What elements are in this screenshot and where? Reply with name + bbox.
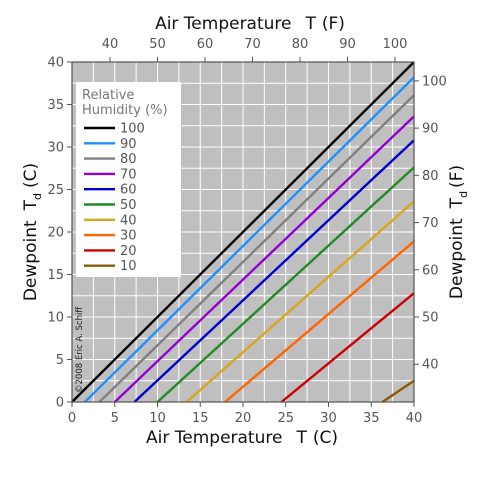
legend-title-line2: Humidity (%): [82, 103, 168, 118]
legend-label-rh-60: 60: [120, 183, 137, 198]
series-line-rh-70: [113, 115, 415, 403]
credit-text: ©2008 Eric A. Schiff: [75, 306, 85, 393]
bottom-tick-label: 20: [235, 411, 252, 426]
left-tick-label: 10: [47, 311, 64, 326]
svg-text:DewpointTd(F): DewpointTd(F): [447, 165, 470, 299]
series-line-rh-10: [381, 379, 415, 403]
legend-label-rh-40: 40: [120, 213, 137, 228]
left-tick-label: 25: [47, 183, 64, 198]
series-line-rh-50: [156, 166, 415, 403]
series-line-rh-100: [71, 61, 415, 403]
legend-label-rh-20: 20: [120, 244, 137, 259]
legend-label-rh-90: 90: [120, 137, 137, 152]
right-tick-label: 60: [422, 263, 439, 278]
top-tick-label: 50: [149, 37, 166, 52]
left-tick-label: 20: [47, 226, 64, 241]
series-line-rh-30: [224, 240, 415, 403]
legend-title-line1: Relative: [82, 88, 134, 103]
left-tick-label: 30: [47, 141, 64, 156]
bottom-axis-title: Air Temperature T (C): [146, 428, 338, 448]
left-tick-label: 5: [56, 353, 64, 368]
plot-area: [71, 61, 415, 403]
right-tick-label: 50: [422, 311, 439, 326]
right-tick-label: 80: [422, 169, 439, 184]
left-tick-label: 40: [47, 56, 64, 71]
top-tick-label: 60: [197, 37, 214, 52]
bottom-tick-label: 25: [277, 411, 294, 426]
legend-label-rh-30: 30: [120, 229, 137, 244]
bottom-tick-label: 40: [406, 411, 423, 426]
legend-label-rh-100: 100: [120, 122, 145, 137]
top-tick-label: 80: [292, 37, 309, 52]
legend-box: [76, 82, 181, 277]
bottom-tick-label: 10: [149, 411, 166, 426]
bottom-tick-label: 0: [68, 411, 76, 426]
top-tick-label: 40: [102, 37, 119, 52]
legend-label-rh-70: 70: [120, 167, 137, 182]
top-axis-title: Air Temperature T (F): [155, 14, 345, 34]
right-tick-label: 100: [422, 74, 447, 89]
right-tick-label: 90: [422, 122, 439, 137]
top-tick-label: 100: [383, 37, 408, 52]
right-tick-label: 70: [422, 216, 439, 231]
bottom-tick-label: 5: [111, 411, 119, 426]
left-tick-label: 15: [47, 268, 64, 283]
legend-label-rh-80: 80: [120, 152, 137, 167]
left-axis-title: DewpointTd(C): [21, 163, 44, 301]
right-tick-label: 40: [422, 358, 439, 373]
bottom-tick-label: 15: [192, 411, 209, 426]
series-line-rh-60: [133, 139, 415, 403]
svg-text:DewpointTd(C): DewpointTd(C): [21, 163, 44, 301]
left-tick-label: 35: [47, 98, 64, 113]
series-line-rh-20: [280, 292, 415, 403]
series-line-rh-40: [185, 200, 415, 403]
series-line-rh-80: [98, 94, 415, 403]
top-tick-label: 70: [244, 37, 261, 52]
legend-label-rh-10: 10: [120, 259, 137, 274]
legend-label-rh-50: 50: [120, 198, 137, 213]
right-axis-title: DewpointTd(F): [447, 165, 470, 299]
series-line-rh-90: [83, 76, 415, 403]
bottom-tick-label: 35: [363, 411, 380, 426]
top-tick-label: 90: [339, 37, 356, 52]
left-tick-label: 0: [56, 396, 64, 411]
bottom-tick-label: 30: [320, 411, 337, 426]
